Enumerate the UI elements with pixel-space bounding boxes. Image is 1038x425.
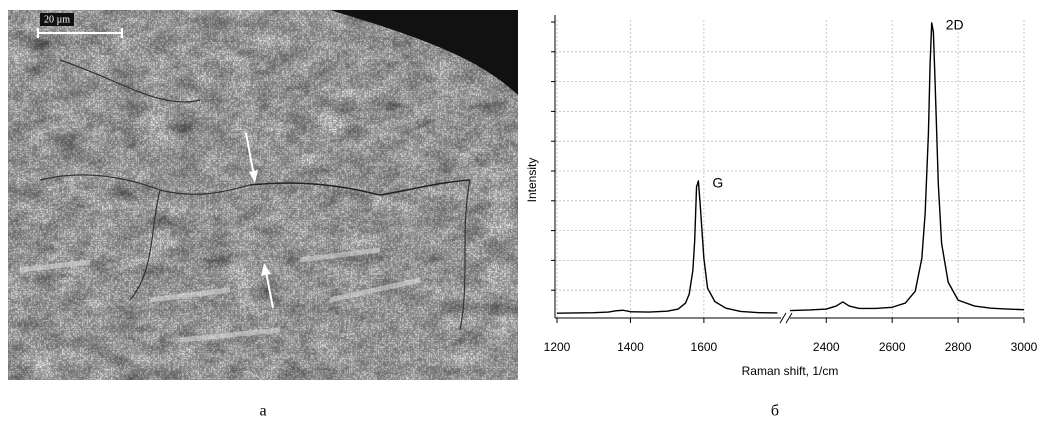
x-tick-label: 2600 [879, 340, 906, 354]
x-tick-label: 2400 [813, 340, 840, 354]
y-axis-label: Intensity [525, 158, 539, 203]
x-tick-label: 2800 [945, 340, 972, 354]
panel-label: а [259, 403, 266, 420]
x-tick-label: 1400 [617, 340, 644, 354]
peak-label: 2D [946, 17, 964, 33]
panel-label: б [771, 403, 779, 420]
scale-bar-label: 20 µm [44, 14, 70, 25]
x-axis-label: Raman shift, 1/cm [742, 364, 839, 378]
x-tick-label: 1200 [544, 340, 571, 354]
x-tick-label: 3000 [1011, 340, 1038, 354]
axis-break [779, 312, 793, 324]
spectrum-line [556, 22, 1025, 314]
peak-label: G [712, 175, 723, 191]
micrograph: 20 µm [8, 10, 518, 380]
x-tick-label: 1600 [691, 340, 718, 354]
